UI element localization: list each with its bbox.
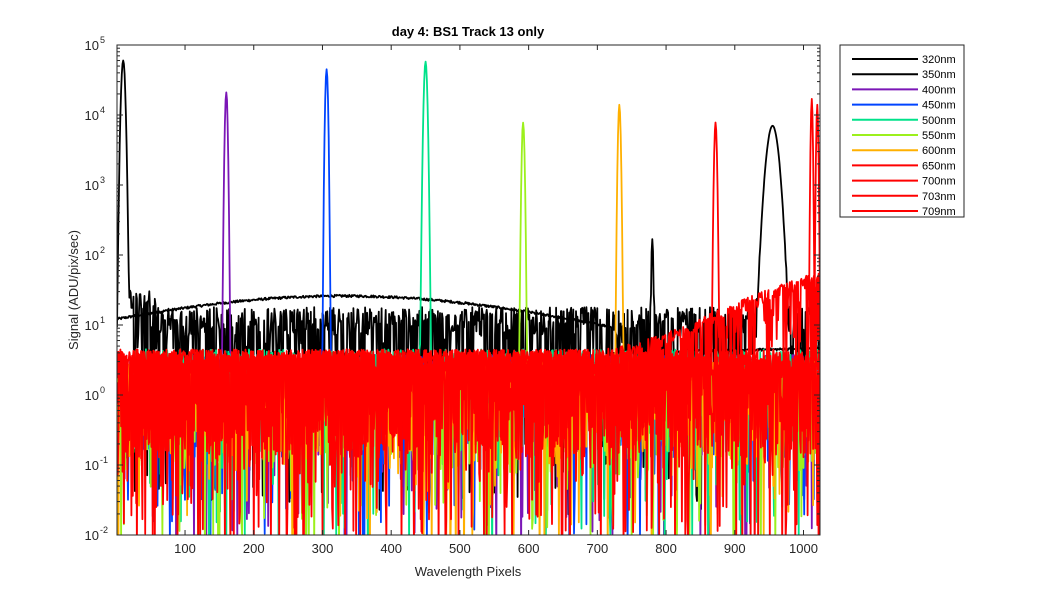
legend-label: 500nm <box>922 115 956 127</box>
y-tick-exponent: 5 <box>100 35 105 45</box>
legend-label: 400nm <box>922 84 956 96</box>
legend-label: 600nm <box>922 145 956 157</box>
legend-label: 700nm <box>922 176 956 188</box>
y-axis-label: Signal (ADU/pix/sec) <box>66 230 81 350</box>
legend-label: 350nm <box>922 69 956 81</box>
series-layer <box>117 59 820 535</box>
legend-label: 320nm <box>922 54 956 66</box>
x-tick-label: 200 <box>243 541 265 556</box>
y-tick-label: 10 <box>85 318 99 333</box>
x-tick-label: 1000 <box>789 541 818 556</box>
y-tick-label: 10 <box>85 108 99 123</box>
y-tick-exponent: 3 <box>100 175 105 185</box>
y-tick-exponent: 2 <box>100 245 105 255</box>
x-tick-label: 300 <box>312 541 334 556</box>
y-tick-exponent: -1 <box>100 455 108 465</box>
x-tick-label: 700 <box>586 541 608 556</box>
legend-label: 709nm <box>922 206 956 218</box>
x-tick-label: 400 <box>380 541 402 556</box>
legend-label: 703nm <box>922 191 956 203</box>
chart-title: day 4: BS1 Track 13 only <box>392 24 545 39</box>
axes-box <box>116 44 821 536</box>
x-axis: 100 200 300 400 500 600 700 800 900 1000 <box>174 45 818 556</box>
x-axis-label: Wavelength Pixels <box>415 564 522 579</box>
y-tick-exponent: 1 <box>100 315 105 325</box>
x-tick-label: 800 <box>655 541 677 556</box>
y-tick-label: 10 <box>85 528 99 543</box>
series-line-709nm <box>117 272 820 465</box>
y-tick-label: 10 <box>85 178 99 193</box>
legend: 320nm 350nm 400nm 450nm 500nm 550nm 600nm 650nm… <box>839 44 965 218</box>
y-tick-label: 10 <box>85 38 99 53</box>
legend-label: 650nm <box>922 160 956 172</box>
y-tick-label: 10 <box>85 388 99 403</box>
y-tick-exponent: 4 <box>100 105 105 115</box>
x-tick-label: 600 <box>518 541 540 556</box>
legend-label: 450nm <box>922 100 956 112</box>
y-tick-exponent: -2 <box>100 525 108 535</box>
y-tick-label: 10 <box>85 458 99 473</box>
y-tick-exponent: 0 <box>100 385 105 395</box>
x-tick-label: 900 <box>724 541 746 556</box>
legend-label: 550nm <box>922 130 956 142</box>
y-tick-label: 10 <box>85 248 99 263</box>
x-tick-label: 100 <box>174 541 196 556</box>
x-tick-label: 500 <box>449 541 471 556</box>
